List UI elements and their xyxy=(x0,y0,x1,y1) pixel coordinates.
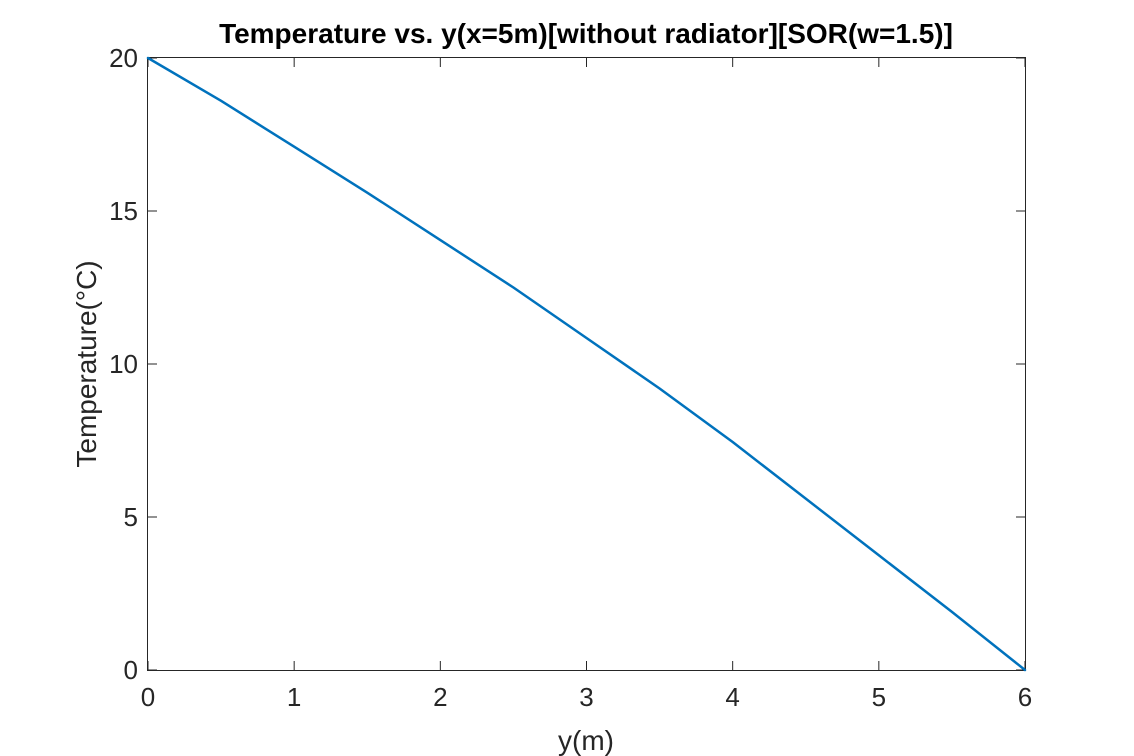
x-axis-label: y(m) xyxy=(558,725,614,756)
x-tick-label: 6 xyxy=(1018,682,1032,712)
y-tick-label: 20 xyxy=(109,43,138,73)
plot-area xyxy=(147,57,1026,671)
y-axis: 0 5 10 15 20 xyxy=(109,43,1025,685)
series-line xyxy=(146,56,1027,672)
x-tick-label: 4 xyxy=(725,682,739,712)
x-tick-label: 2 xyxy=(433,682,447,712)
series-layer xyxy=(146,56,1027,672)
y-tick-label: 5 xyxy=(124,502,138,532)
x-tick-label: 1 xyxy=(287,682,301,712)
y-tick-label: 0 xyxy=(124,655,138,685)
y-tick-label: 10 xyxy=(109,349,138,379)
chart-title: Temperature vs. y(x=5m)[without radiator… xyxy=(219,18,953,49)
x-tick-label: 5 xyxy=(872,682,886,712)
y-axis-label: Temperature(°C) xyxy=(71,260,102,467)
x-axis: 0 1 2 3 4 5 6 xyxy=(141,58,1032,712)
x-tick-label: 0 xyxy=(141,682,155,712)
x-tick-label: 3 xyxy=(579,682,593,712)
y-tick-label: 15 xyxy=(109,196,138,226)
